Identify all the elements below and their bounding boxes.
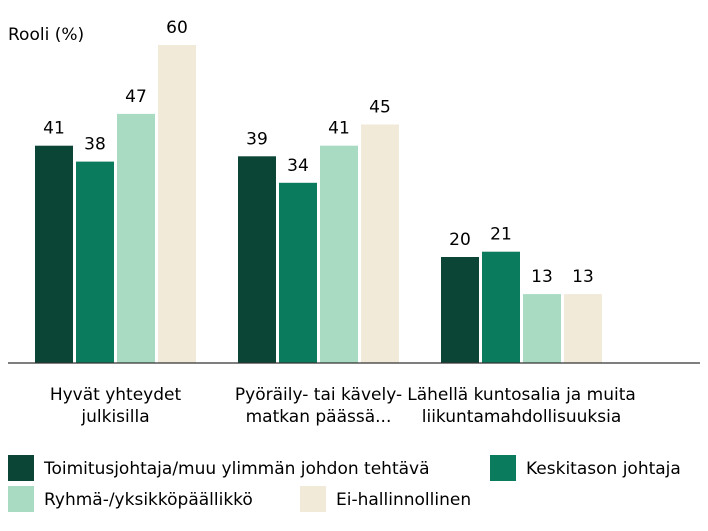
bar-s1-c2	[482, 251, 520, 363]
bar-s1-c0	[76, 161, 114, 363]
bar-s1-c1	[279, 182, 317, 363]
legend-swatch-3	[300, 486, 326, 512]
category-label-0-line-1: julkisilla	[80, 407, 149, 427]
data-label-s1-c1: 34	[287, 156, 309, 176]
bar-s0-c2	[441, 257, 479, 363]
bar-s0-c0	[35, 145, 73, 363]
data-label-s2-c0: 47	[125, 87, 147, 107]
data-label-s3-c1: 45	[369, 98, 391, 118]
data-label-s1-c2: 21	[490, 225, 512, 245]
legend-label-3: Ei-hallinnollinen	[336, 490, 471, 510]
legend-swatch-2	[8, 486, 34, 512]
category-label-2-line-1: liikuntamahdollisuuksia	[422, 407, 621, 427]
bar-s2-c0	[117, 113, 155, 364]
data-label-s3-c2: 13	[572, 267, 594, 287]
data-label-s0-c0: 41	[43, 119, 65, 139]
bars-group: 41 39 20 38 34 21 47 41 13 60 45 13	[35, 18, 602, 364]
legend-swatch-0	[8, 455, 34, 481]
legend-label-0: Toimitusjohtaja/muu ylimmän johdon tehtä…	[43, 459, 430, 479]
y-axis-label: Rooli (%)	[8, 25, 84, 45]
legend-label-1: Keskitason johtaja	[526, 459, 681, 479]
bar-s3-c1	[361, 124, 399, 363]
data-label-s0-c2: 20	[449, 230, 471, 250]
data-label-s2-c1: 41	[328, 119, 350, 139]
category-label-1-line-1: matkan päässä...	[246, 407, 392, 427]
category-label-1-line-0: Pyöräily- tai kävely-	[235, 385, 402, 405]
category-label-0-line-0: Hyvät yhteydet	[50, 385, 182, 405]
bar-s3-c0	[158, 45, 196, 363]
legend-label-2: Ryhmä-/yksikköpäällikkö	[44, 490, 253, 510]
data-label-s1-c0: 38	[84, 135, 106, 155]
legend-swatch-1	[490, 455, 516, 481]
data-label-s3-c0: 60	[166, 18, 188, 38]
bar-s3-c2	[564, 294, 602, 363]
bar-s2-c1	[320, 145, 358, 363]
bar-s0-c1	[238, 156, 276, 363]
data-label-s2-c2: 13	[531, 267, 553, 287]
category-label-2-line-0: Lähellä kuntosalia ja muita	[407, 385, 636, 405]
legend: Toimitusjohtaja/muu ylimmän johdon tehtä…	[8, 455, 681, 512]
bar-s2-c2	[523, 294, 561, 363]
data-label-s0-c1: 39	[246, 129, 268, 149]
